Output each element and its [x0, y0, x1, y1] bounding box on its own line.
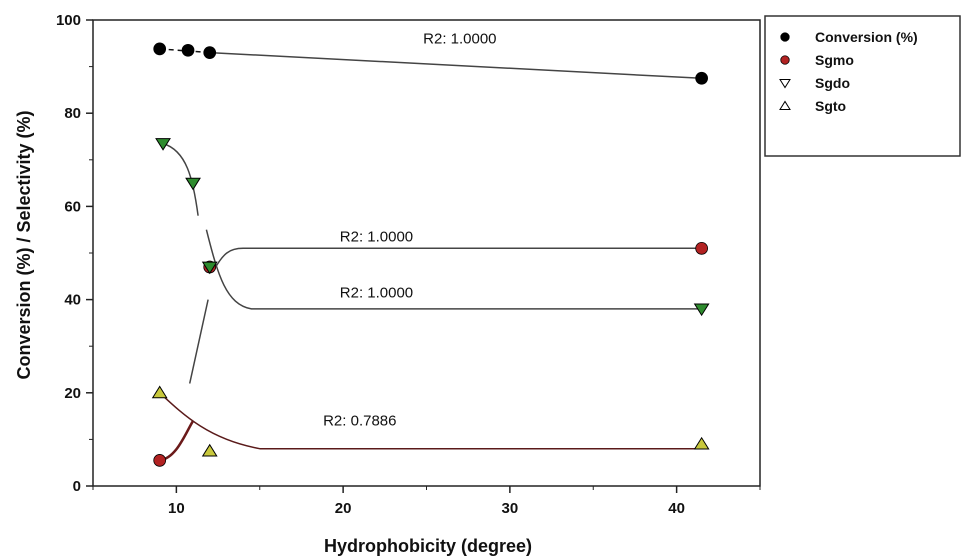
legend-marker [780, 55, 790, 65]
fit-line-sgdo [162, 142, 702, 310]
legend: Conversion (%) Sgmo Sgdo Sgto [764, 15, 961, 157]
legend-marker [780, 32, 790, 42]
fit-line-sgmo-low [159, 420, 195, 462]
legend-marker [779, 100, 791, 110]
data-point-conversion [695, 71, 708, 85]
data-point-sgdo [693, 303, 710, 317]
r2-annotation: R2: 1.0000 [340, 284, 413, 301]
r2-annotation: R2: 0.7886 [323, 412, 396, 429]
data-point-sgto [201, 443, 218, 457]
y-tick-label: 100 [56, 12, 81, 29]
data-point-sgmo [153, 454, 167, 467]
plot-area-frame [92, 19, 761, 487]
data-point-conversion [153, 42, 167, 56]
y-tick-label: 0 [73, 478, 81, 495]
legend-label: Conversion (%) [815, 29, 918, 45]
x-tick-label: 30 [502, 500, 519, 517]
y-tick-label: 40 [64, 292, 81, 309]
legend-label: Sgdo [815, 75, 850, 91]
x-tick-label: 40 [668, 500, 685, 517]
y-tick-label: 80 [64, 105, 81, 122]
legend-marker [779, 79, 791, 89]
r2-annotation: R2: 1.0000 [423, 30, 496, 47]
legend-label: Sgto [815, 98, 846, 114]
data-point-sgdo [201, 261, 218, 275]
fit-line-sgto [159, 392, 702, 450]
x-axis-title: Hydrophobicity (degree) [324, 536, 532, 556]
data-point-sgmo [695, 241, 708, 255]
data-point-sgto [693, 436, 710, 450]
data-point-sgdo [185, 177, 201, 191]
x-tick-label: 20 [335, 500, 352, 517]
data-point-conversion [203, 46, 217, 59]
data-point-sgto [151, 385, 168, 399]
data-point-conversion [181, 43, 195, 57]
data-point-sgdo [155, 138, 171, 151]
legend-box [764, 15, 961, 157]
fit-line-conversion [209, 51, 702, 80]
y-axis-title: Conversion (%) / Selectivity (%) [14, 110, 34, 379]
r2-annotation: R2: 1.0000 [340, 228, 413, 245]
fit-line-sgmo [188, 247, 702, 384]
y-tick-label: 60 [64, 198, 81, 215]
y-tick-label: 20 [64, 385, 81, 402]
legend-label: Sgmo [815, 52, 854, 68]
x-tick-label: 10 [168, 500, 185, 517]
